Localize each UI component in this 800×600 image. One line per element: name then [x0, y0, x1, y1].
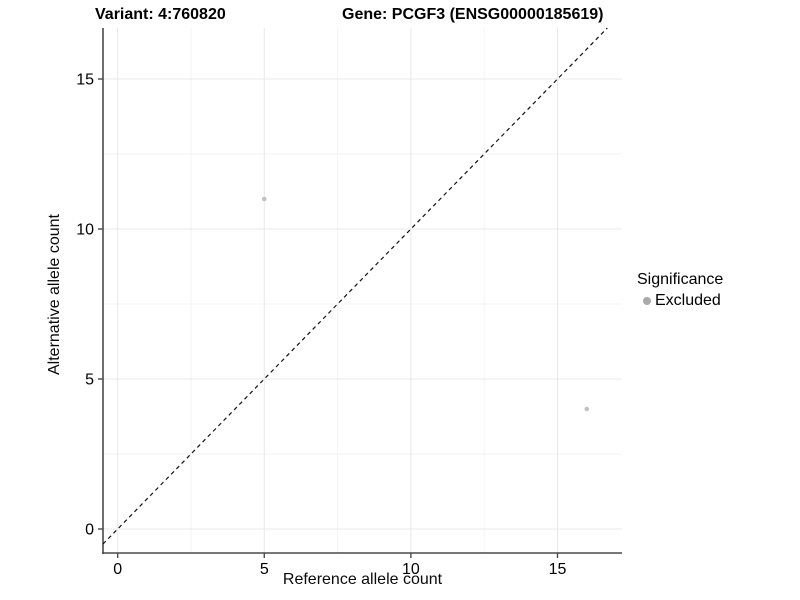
x-tick-label: 15 [549, 561, 567, 578]
y-tick-label: 0 [85, 522, 94, 539]
legend-title: Significance [637, 271, 724, 288]
y-tick-label: 10 [76, 222, 94, 239]
x-axis-label: Reference allele count [282, 571, 443, 588]
data-point [584, 406, 590, 412]
x-tick-label: 0 [113, 561, 122, 578]
legend: Significance Excluded [637, 271, 723, 310]
x-tick-label: 5 [260, 561, 269, 578]
x-tick-label: 10 [402, 561, 420, 578]
data-point [261, 196, 267, 202]
y-tick-label: 15 [76, 72, 94, 89]
legend-item-label: Excluded [655, 292, 721, 309]
legend-point-icon [643, 297, 651, 305]
identity-reference-line [102, 27, 608, 545]
legend-item-excluded: Excluded [637, 292, 723, 310]
y-tick-label: 5 [85, 372, 94, 389]
plot-title-variant: Variant: 4:760820 [95, 6, 226, 23]
plot-title-gene: Gene: PCGF3 (ENSG00000185619) [342, 6, 604, 23]
y-axis-label: Alternative allele count [46, 214, 63, 375]
